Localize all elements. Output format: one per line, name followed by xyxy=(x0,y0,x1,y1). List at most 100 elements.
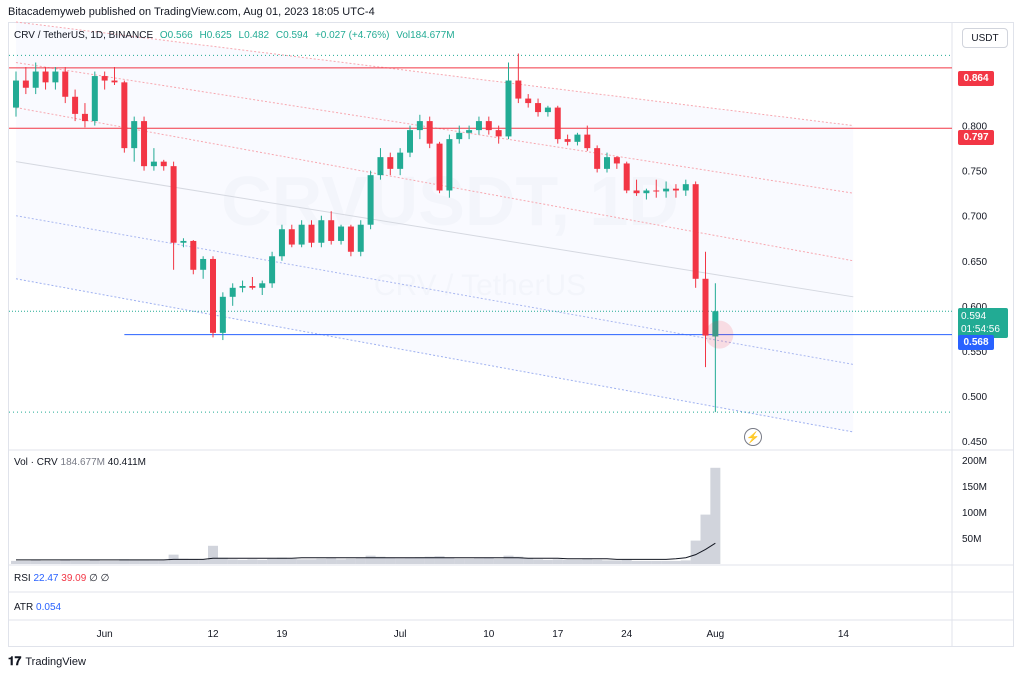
volume-bar xyxy=(670,560,681,564)
volume-bar xyxy=(592,559,603,564)
volume-bar xyxy=(523,558,534,564)
symbol-title[interactable]: CRV / TetherUS, 1D, BINANCE xyxy=(14,30,154,41)
volume-bar xyxy=(178,558,189,564)
volume-bar xyxy=(385,557,396,564)
volume-bar xyxy=(631,560,642,564)
channel-line-5 xyxy=(15,215,854,365)
candle-body xyxy=(357,224,364,252)
volume-bar xyxy=(395,558,406,564)
atr-label[interactable]: ATR xyxy=(14,602,34,613)
candle-body xyxy=(416,121,423,131)
y-tick-label: 0.650 xyxy=(962,257,987,268)
volume-bar xyxy=(483,557,494,564)
footer-brand[interactable]: 𝟏𝟕 TradingView xyxy=(8,654,86,669)
volume-bar xyxy=(690,540,701,564)
volume-bar xyxy=(70,560,81,564)
candle-body xyxy=(692,184,699,279)
atr-legend: ATR 0.054 xyxy=(14,602,61,613)
volume-bar xyxy=(611,560,622,564)
volume-bar xyxy=(424,556,435,564)
volume-bar xyxy=(257,559,268,564)
low-value: L0.482 xyxy=(238,30,270,41)
rsi-label[interactable]: RSI xyxy=(14,573,31,584)
volume-bar xyxy=(513,556,524,564)
candle-body xyxy=(239,286,246,288)
candle-body xyxy=(485,121,492,131)
candle-body xyxy=(259,283,266,288)
volume-bar xyxy=(139,559,150,564)
candle-body xyxy=(200,258,207,270)
volume-bar xyxy=(109,560,120,564)
volume-bar xyxy=(129,559,140,564)
candle-body xyxy=(574,134,581,142)
candle-body xyxy=(377,157,384,176)
candle-body xyxy=(111,80,118,83)
volume-bar xyxy=(680,560,691,564)
volume-bar xyxy=(217,557,228,564)
x-tick-label: Aug xyxy=(706,629,724,640)
candle-body xyxy=(298,224,305,245)
candle-body xyxy=(338,226,345,241)
volume-bar xyxy=(552,559,563,564)
candle-body xyxy=(13,80,19,108)
volume-bar xyxy=(661,560,672,564)
volume-tick-label: 150M xyxy=(962,482,987,493)
candle-body xyxy=(663,188,670,192)
volume-bar xyxy=(326,558,337,564)
volume-legend: Vol · CRV 184.677M 40.411M xyxy=(14,457,146,468)
candle-body xyxy=(702,278,709,336)
candle-body xyxy=(564,139,571,142)
candle-body xyxy=(613,157,620,164)
candle-body xyxy=(623,163,630,191)
candle-body xyxy=(219,296,226,333)
y-tick-label: 0.450 xyxy=(962,437,987,448)
volume-bar xyxy=(148,560,159,564)
volume-bar xyxy=(119,559,130,564)
change-value: +0.027 (+4.76%) xyxy=(314,30,390,41)
countdown-value: 01:54:56 xyxy=(961,324,1000,335)
volume-value: Vol184.677M xyxy=(396,30,455,41)
candle-body xyxy=(22,80,29,88)
rsi-value-4: ∅ xyxy=(100,573,110,584)
volume-bar xyxy=(158,560,169,564)
last-price-value: 0.594 xyxy=(961,311,987,322)
channel-fill xyxy=(16,21,854,432)
candle-body xyxy=(229,287,236,297)
lightning-icon[interactable]: ⚡ xyxy=(744,428,762,446)
support-tag: 0.568 xyxy=(958,335,994,350)
volume-bar xyxy=(710,467,721,564)
candle-body xyxy=(466,130,473,133)
candle-body xyxy=(426,121,433,144)
volume-bar xyxy=(493,558,504,564)
x-tick-label: 24 xyxy=(621,629,633,640)
currency-button[interactable]: USDT xyxy=(962,28,1008,48)
candle-body xyxy=(141,121,148,167)
candle-body xyxy=(495,130,502,137)
volume-bar xyxy=(405,557,415,564)
volume-bar xyxy=(336,559,347,564)
volume-bar xyxy=(276,557,287,564)
candle-body xyxy=(269,256,276,284)
candle-body xyxy=(170,166,177,243)
y-tick-label: 0.550 xyxy=(962,347,987,358)
resistance-high-tag: 0.864 xyxy=(958,71,994,86)
volume-bar xyxy=(621,559,632,564)
x-tick-label: 10 xyxy=(483,629,495,640)
candle-body xyxy=(515,80,522,99)
volume-bar xyxy=(247,559,258,564)
volume-bar xyxy=(533,559,544,564)
candle-body xyxy=(584,134,591,149)
volume-bar xyxy=(20,560,31,564)
rsi-value-2: 39.09 xyxy=(61,573,87,584)
candle-body xyxy=(475,121,482,131)
close-value: C0.594 xyxy=(275,30,309,41)
rsi-value-1: 22.47 xyxy=(33,573,59,584)
candle-body xyxy=(121,82,128,149)
volume-label[interactable]: Vol · CRV xyxy=(14,457,58,468)
candle-body xyxy=(446,139,453,191)
candle-body xyxy=(288,229,295,245)
candle-body xyxy=(91,76,98,122)
x-tick-label: 12 xyxy=(207,629,219,640)
open-value: O0.566 xyxy=(159,30,193,41)
